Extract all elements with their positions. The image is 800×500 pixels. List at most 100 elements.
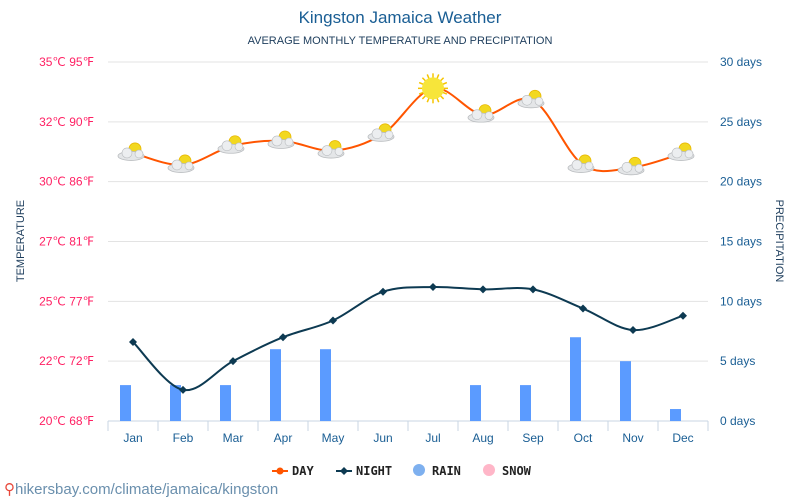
rain-bar [520,385,531,421]
partly-cloudy-icon [567,154,595,173]
legend-item-night[interactable]: NIGHT [336,464,392,478]
x-tick-label: Oct [574,431,593,445]
night-point [379,287,387,296]
rain-bar [570,337,581,421]
x-tick-label: Aug [472,431,493,445]
cloud-puff [334,147,344,156]
right-tick-label: 25 days [720,115,762,129]
partly-cloudy-icon [317,140,345,159]
night-point [129,338,137,347]
cloud-puff [634,164,644,173]
sun-disc [422,77,444,100]
rain-bar [220,385,231,421]
source-url[interactable]: hikersbay.com/climate/jamaica/kingston [15,481,279,498]
cloud-puff [221,140,233,152]
right-tick-label: 15 days [720,235,762,249]
cloud-puff [384,130,394,140]
left-tick-label: 20℃ 68℉ [39,414,94,428]
x-tick-label: Mar [223,431,244,445]
left-axis-label: TEMPERATURE [15,200,27,282]
cloud-puff [484,111,494,120]
night-point [529,285,537,294]
cloud-puff [521,94,533,106]
cloud-puff [621,162,633,173]
rain-bar [120,385,131,421]
rain-bar [470,385,481,421]
right-tick-label: 30 days [720,55,762,69]
x-tick-label: Jan [123,431,142,445]
partly-cloudy-icon [617,156,645,176]
legend-marker [340,467,348,475]
x-tick-label: Feb [173,431,194,445]
cloud-puff [134,149,144,159]
left-tick-label: 25℃ 77℉ [39,294,94,308]
left-tick-label: 32℃ 90℉ [39,115,94,129]
legend-item-rain[interactable]: RAIN [413,464,461,478]
right-tick-label: 0 days [720,414,755,428]
night-point [429,282,437,291]
x-tick-label: Apr [274,431,293,445]
partly-cloudy-icon [467,104,495,123]
night-point [579,304,587,313]
night-line [132,285,684,392]
rain-bar [320,349,331,421]
legend-label: DAY [292,464,314,478]
legend-label: NIGHT [356,464,392,478]
day-line [132,87,684,173]
left-tick-label: 35℃ 95℉ [39,55,94,69]
legend-marker [483,464,495,476]
source-link[interactable]: ⚲hikersbay.com/climate/jamaica/kingston [4,480,278,498]
rain-bar [270,349,281,421]
right-axis-label: PRECIPITATION [773,200,785,283]
cloud-puff [571,159,583,171]
cloud-puff [684,149,694,159]
location-pin-icon: ⚲ [4,481,15,498]
cloud-puff [284,137,294,147]
partly-cloudy-icon [367,123,395,142]
legend-item-day[interactable]: DAY [272,464,314,478]
rain-bar [620,361,631,421]
chart-title: Kingston Jamaica Weather [298,8,502,27]
cloud-puff [171,159,183,171]
night-point [229,357,237,366]
cloud-puff [271,135,283,147]
chart-subtitle: AVERAGE MONTHLY TEMPERATURE AND PRECIPIT… [247,35,553,47]
left-tick-label: 22℃ 72℉ [39,354,94,368]
left-tick-label: 30℃ 86℉ [39,175,94,189]
night-point [179,385,187,394]
night-point [279,333,287,342]
right-tick-label: 5 days [720,354,755,368]
cloud-puff [584,161,594,171]
partly-cloudy-icon [117,142,145,161]
partly-cloudy-icon [667,142,695,161]
cloud-puff [471,109,483,120]
x-tick-label: Nov [622,431,643,445]
x-tick-label: May [322,431,345,445]
right-tick-label: 20 days [720,175,762,189]
partly-cloudy-icon [517,89,545,109]
night-point [629,326,637,335]
legend-item-snow[interactable]: SNOW [483,464,532,478]
cloud-puff [121,147,133,159]
x-tick-label: Jun [373,431,392,445]
right-tick-label: 10 days [720,294,762,308]
sun-icon [418,73,448,104]
rain-bar [670,409,681,421]
cloud-puff [371,128,383,140]
cloud-puff [321,145,333,156]
partly-cloudy-icon [267,130,295,149]
legend-label: RAIN [432,464,461,478]
night-point [329,316,337,325]
left-tick-label: 27℃ 81℉ [39,235,94,249]
cloud-puff [184,161,194,171]
legend-label: SNOW [502,464,532,478]
x-tick-label: Sep [522,431,544,445]
night-point [679,311,687,320]
x-tick-label: Jul [425,431,440,445]
x-tick-label: Dec [672,431,693,445]
partly-cloudy-icon [167,154,195,173]
rain-bar [170,385,181,421]
cloud-puff [534,96,544,106]
